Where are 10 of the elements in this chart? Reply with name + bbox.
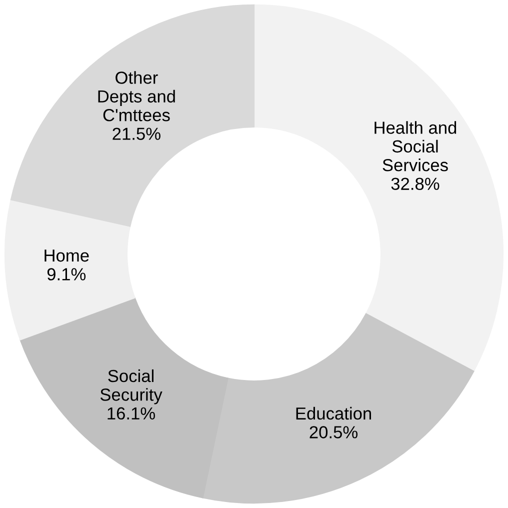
slice-label: Health and Social Services xyxy=(374,121,456,172)
slice-label: Social Security xyxy=(100,369,162,404)
slice-label: Home xyxy=(44,250,89,262)
data-label: 32.8% xyxy=(391,178,440,190)
data-label: 21.5% xyxy=(112,128,160,140)
data-label: 9.1% xyxy=(47,268,86,280)
slice-label: Education xyxy=(296,406,371,420)
slice-label: Other Depts and C'mttees xyxy=(98,71,175,122)
data-label: 20.5% xyxy=(310,426,358,438)
data-label: 16.1% xyxy=(108,407,155,420)
